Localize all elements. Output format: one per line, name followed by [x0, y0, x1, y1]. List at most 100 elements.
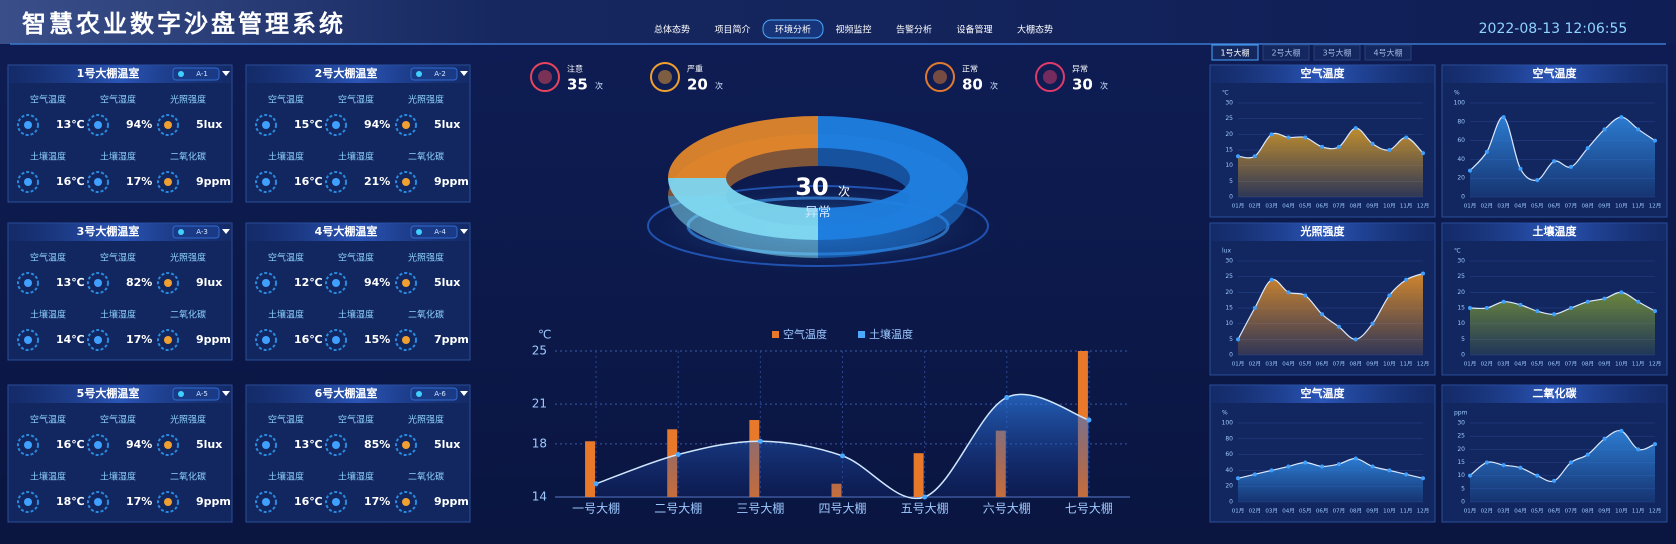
alert-label: 严重: [687, 64, 703, 74]
metric-icon: [17, 171, 39, 193]
area: [1470, 430, 1655, 502]
x-tick-label: 10月: [1615, 361, 1628, 368]
y-tick-label: 25: [1457, 273, 1465, 280]
tab-box[interactable]: [1313, 44, 1361, 61]
x-tick-label: 02月: [1249, 203, 1262, 210]
metric-icon-core: [332, 498, 340, 506]
nav-item[interactable]: 视频监控: [835, 24, 871, 36]
line-point: [1602, 296, 1607, 301]
x-tick-label: 02月: [1481, 203, 1494, 210]
tab-box[interactable]: [1262, 44, 1310, 61]
metric-icon-core: [402, 336, 410, 344]
y-tick-label: 5: [1461, 336, 1465, 343]
metric-label: 二氧化碳: [408, 309, 444, 321]
x-tick-label: 09月: [1598, 508, 1611, 515]
alert-label: 注意: [567, 64, 583, 74]
metric-label: 空气温度: [30, 414, 66, 426]
x-tick-label: 二号大棚: [654, 501, 702, 516]
line-point: [1236, 337, 1240, 342]
tab-box[interactable]: [1211, 44, 1259, 61]
tab-label[interactable]: 4号大棚: [1373, 48, 1402, 58]
card-title: 4号大棚温室: [315, 224, 378, 238]
metric-icon-core: [402, 121, 410, 129]
line-point: [1421, 271, 1425, 276]
tab-label[interactable]: 1号大棚: [1220, 48, 1249, 58]
alert-count: 20: [687, 76, 708, 94]
metric-icon: [157, 114, 179, 136]
card-tag[interactable]: A-1: [196, 70, 208, 78]
line-point: [1468, 473, 1472, 478]
metric-icon-core: [24, 121, 32, 129]
metric-value: 17%: [126, 495, 152, 508]
x-tick-label: 四号大棚: [818, 501, 866, 516]
dropdown-arrow[interactable]: [460, 391, 468, 396]
dropdown-arrow[interactable]: [222, 391, 230, 396]
metric-value: 7ppm: [434, 333, 469, 346]
metric-icon: [255, 114, 277, 136]
metric-label: 土壤温度: [30, 309, 66, 321]
metric-icon: [87, 114, 109, 136]
line-point: [1236, 154, 1240, 159]
y-tick-label: 0: [1461, 499, 1465, 506]
line-point: [1004, 394, 1010, 400]
x-tick-label: 03月: [1265, 508, 1278, 515]
alert-icon: [1035, 62, 1065, 92]
line-point: [1585, 452, 1590, 457]
panel-title-bar: [1210, 223, 1435, 241]
y-axis-label: ℃: [1454, 248, 1461, 255]
panel-title-bar: [1442, 223, 1667, 241]
nav-item[interactable]: 设备管理: [956, 24, 992, 36]
metric-label: 二氧化碳: [170, 151, 206, 163]
nav-item[interactable]: 大棚态势: [1017, 24, 1053, 36]
alert-icon-core: [1043, 70, 1057, 84]
line-point: [1286, 290, 1291, 295]
nav-item[interactable]: 项目简介: [714, 24, 750, 36]
dropdown-arrow[interactable]: [460, 71, 468, 76]
line-point: [1552, 159, 1557, 164]
y-tick-label: 15: [1457, 459, 1465, 466]
metric-label: 空气温度: [268, 94, 304, 106]
dropdown-arrow[interactable]: [222, 71, 230, 76]
nav-item[interactable]: 环境分析: [775, 24, 811, 36]
x-tick-label: 04月: [1514, 203, 1527, 210]
tab-box[interactable]: [1364, 44, 1412, 61]
tab-label[interactable]: 2号大棚: [1271, 48, 1300, 58]
dropdown-arrow[interactable]: [460, 229, 468, 234]
card-tag[interactable]: A-2: [434, 70, 446, 78]
nav-item[interactable]: 总体态势: [654, 24, 690, 36]
card-tag[interactable]: A-6: [434, 390, 446, 398]
y-tick-label: 20: [1457, 446, 1465, 453]
y-tick-label: 30: [1457, 258, 1465, 265]
tab-label[interactable]: 3号大棚: [1322, 48, 1351, 58]
line-point: [1320, 464, 1325, 469]
card-tag[interactable]: A-5: [196, 390, 208, 398]
metric-icon-core: [24, 336, 32, 344]
line-point: [1336, 324, 1341, 329]
y-tick-label: 100: [1454, 100, 1466, 107]
y-tick-label: 0: [1229, 194, 1233, 201]
metric-icon: [17, 491, 39, 513]
donut-segment: [818, 116, 968, 240]
metric-value: 82%: [126, 276, 152, 289]
metric-value: 13℃: [56, 118, 85, 131]
card-tag[interactable]: A-4: [434, 228, 446, 236]
metric-icon: [17, 272, 39, 294]
dropdown-arrow[interactable]: [222, 229, 230, 234]
nav-item[interactable]: 告警分析: [896, 24, 932, 36]
metric-value: 9ppm: [434, 175, 469, 188]
y-tick-label: 30: [1457, 420, 1465, 427]
card-tag[interactable]: A-3: [196, 228, 208, 236]
legend-label: 土壤温度: [869, 327, 913, 341]
metric-icon-core: [94, 498, 102, 506]
line-point: [1252, 306, 1257, 310]
line-point: [1353, 456, 1358, 461]
x-tick-label: 09月: [1598, 203, 1611, 210]
metric-value: 9ppm: [196, 495, 231, 508]
x-tick-label: 06月: [1316, 508, 1329, 515]
metric-label: 土壤湿度: [338, 151, 374, 163]
metric-icon: [87, 491, 109, 513]
metric-label: 空气温度: [268, 414, 304, 426]
x-tick-label: 11月: [1632, 508, 1645, 515]
y-tick-label: 60: [1457, 137, 1465, 144]
x-tick-label: 06月: [1548, 508, 1561, 515]
